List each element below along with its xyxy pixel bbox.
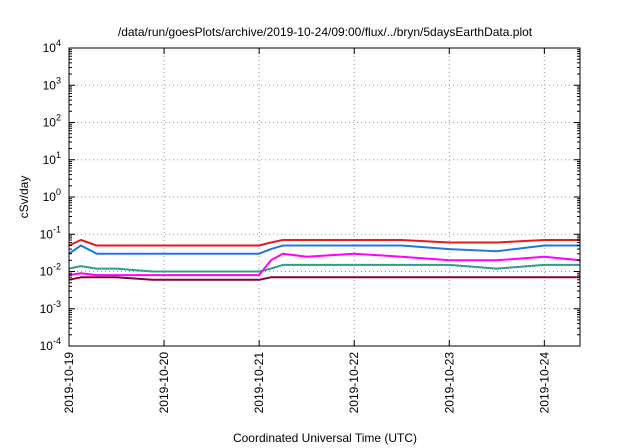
y-tick-label: 10-4 — [40, 336, 61, 353]
chart-title: /data/run/goesPlots/archive/2019-10-24/0… — [118, 25, 533, 39]
y-axis-label: cSv/day — [17, 176, 31, 219]
y-tick-exponent: 0 — [56, 187, 61, 197]
x-tick-label: 2019-10-22 — [347, 352, 361, 414]
y-tick-label: 10-2 — [40, 262, 61, 279]
series-line-5 — [68, 252, 581, 277]
x-tick-label: 2019-10-19 — [62, 352, 76, 414]
y-tick-exponent: 3 — [56, 75, 61, 85]
series-line-3 — [68, 263, 580, 273]
y-tick-exponent: 1 — [56, 150, 61, 160]
x-axis-label: Coordinated Universal Time (UTC) — [233, 431, 417, 445]
y-tick-label: 102 — [43, 113, 61, 130]
y-tick-exponent: -2 — [53, 262, 61, 272]
y-tick-label: 101 — [43, 150, 61, 167]
series-line-2 — [68, 244, 580, 255]
grid — [68, 48, 580, 346]
y-tick-label: 100 — [43, 187, 61, 204]
x-tick-label: 2019-10-24 — [537, 352, 551, 414]
x-axis: 2019-10-19 2019-10-20 2019-10-21 2019-10-22… — [62, 48, 551, 413]
y-tick-label: 104 — [43, 38, 61, 55]
x-tick-label: 2019-10-21 — [252, 352, 266, 414]
y-tick-label: 10-3 — [40, 299, 61, 316]
y-tick-label: 103 — [43, 75, 61, 92]
x-tick-label: 2019-10-20 — [157, 352, 171, 414]
y-tick-exponent: 4 — [56, 38, 61, 48]
y-tick-exponent: 2 — [56, 113, 61, 123]
y-tick-exponent: -4 — [53, 336, 61, 346]
y-tick-exponent: -3 — [53, 299, 61, 309]
series-group — [68, 239, 581, 281]
y-tick-exponent: -1 — [53, 224, 61, 234]
y-tick-label: 10-1 — [40, 224, 61, 241]
series-line-1 — [68, 239, 580, 247]
series-line-4 — [68, 276, 580, 281]
x-tick-label: 2019-10-23 — [442, 352, 456, 414]
